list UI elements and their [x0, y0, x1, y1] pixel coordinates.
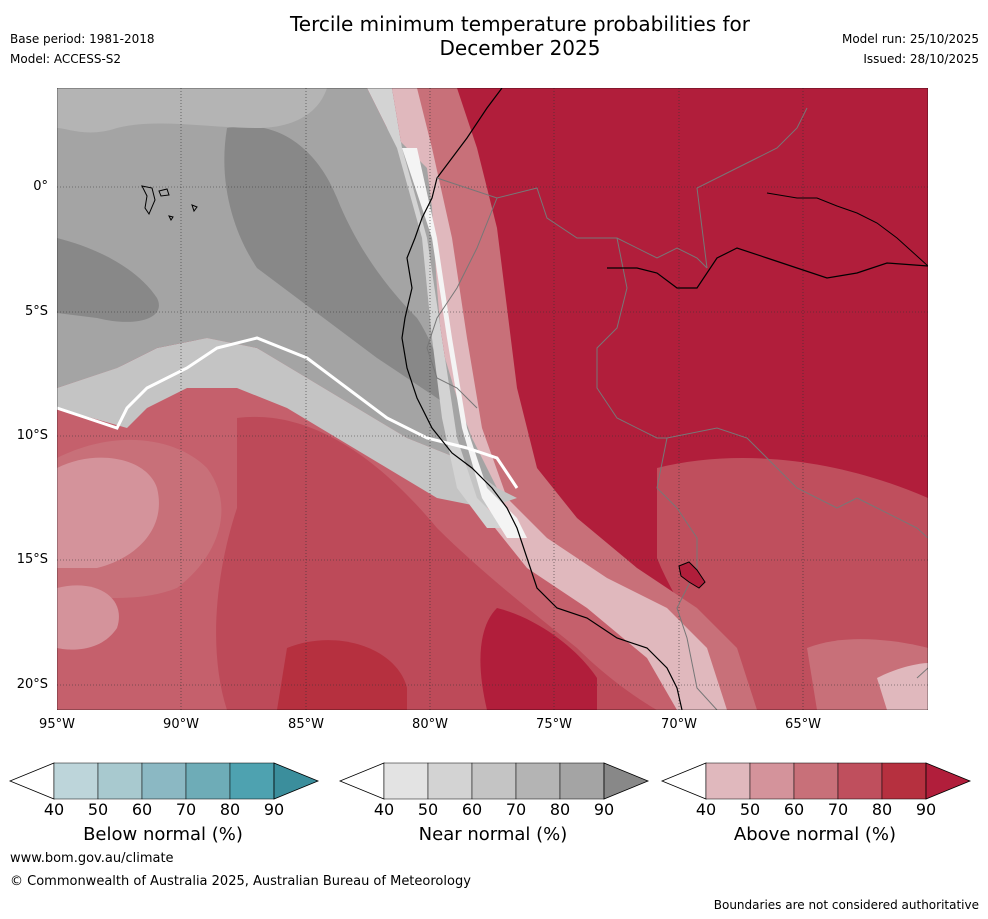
region-above-60-sw: [57, 585, 119, 650]
region-near-90-west: [57, 238, 159, 322]
colorbar-segment: [141, 762, 187, 800]
model-name: Model: ACCESS-S2: [10, 52, 122, 66]
lon-label-75w: 75°W: [536, 717, 572, 732]
colorbar-tick: 90: [915, 800, 937, 819]
region-above-south-light: [877, 663, 928, 710]
colorbars: [8, 762, 972, 800]
region-near-70: [57, 338, 517, 508]
lon-label-80w: 80°W: [412, 717, 448, 732]
colorbar-above-normal: [660, 762, 972, 800]
colorbar-tick: 40: [695, 800, 717, 819]
colorbar-segment: [383, 762, 429, 800]
probability-map: [57, 88, 928, 710]
title-line-2: December 2025: [439, 36, 601, 60]
colorbar-tick: 40: [43, 800, 65, 819]
model-run: Model run: 25/10/2025: [841, 32, 979, 46]
lat-label-20s: 20°S: [16, 677, 48, 692]
region-above-80-sw: [277, 640, 407, 710]
region-above-60-patch: [57, 457, 159, 568]
colorbar-tick: 70: [827, 800, 849, 819]
colorbar-extend-high: [925, 762, 972, 800]
colorbar-segment: [471, 762, 517, 800]
colorbar-segment: [515, 762, 561, 800]
meta-right: Model run: 25/10/2025 Issued: 28/10/2025: [842, 29, 979, 69]
lon-label-95w: 95°W: [39, 717, 75, 732]
region-near-normal: [57, 88, 497, 488]
lon-label-90w: 90°W: [163, 717, 199, 732]
colorbar-tick: 50: [87, 800, 109, 819]
lat-label-15s: 15°S: [16, 552, 48, 567]
colorbar-tick: 80: [219, 800, 241, 819]
colorbar-extend-high: [273, 762, 320, 800]
region-above-90-coast: [480, 608, 597, 710]
amazon-river: [607, 247, 928, 289]
colorbar-below-normal: [8, 762, 320, 800]
river-north: [766, 192, 928, 267]
meta-left: Base period: 1981-2018 Model: ACCESS-S2: [10, 29, 155, 69]
colorbar-tick: 50: [739, 800, 761, 819]
colorbar-tick: 80: [549, 800, 571, 819]
map-title: Tercile minimum temperature probabilitie…: [0, 12, 988, 60]
colorbar-segment: [749, 762, 795, 800]
colorbar-segment: [97, 762, 143, 800]
colorbar-segment: [229, 762, 275, 800]
lat-label-0: 0°: [33, 179, 48, 194]
colorbar-tick: 90: [593, 800, 615, 819]
country-borders: [426, 107, 928, 710]
issued-date: Issued: 28/10/2025: [863, 52, 979, 66]
colorbar-tick: 50: [417, 800, 439, 819]
colorbar-segment: [427, 762, 473, 800]
colorbar-segment: [185, 762, 231, 800]
colorbar-near-label: Near normal (%): [418, 824, 568, 845]
lake-titicaca: [678, 561, 706, 589]
colorbar-tick: 60: [461, 800, 483, 819]
lon-label-65w: 65°W: [785, 717, 821, 732]
lat-label-10s: 10°S: [16, 428, 48, 443]
base-period: Base period: 1981-2018: [10, 32, 155, 46]
colorbar-below-label: Below normal (%): [83, 824, 243, 845]
footer-copyright: © Commonwealth of Australia 2025, Austra…: [10, 874, 471, 889]
colorbar-extend-low: [338, 762, 385, 800]
colorbar-tick: 90: [263, 800, 285, 819]
colorbar-above-label: Above normal (%): [733, 824, 897, 845]
colorbar-tick: 60: [783, 800, 805, 819]
colorbar-segment: [837, 762, 883, 800]
colorbar-near-normal: [338, 762, 650, 800]
region-near-coast-white: [402, 148, 527, 538]
lon-label-85w: 85°W: [288, 717, 324, 732]
colorbar-tick: 70: [505, 800, 527, 819]
colorbar-tick: 60: [131, 800, 153, 819]
colorbar-extend-high: [603, 762, 650, 800]
coastline: [401, 88, 683, 710]
title-line-1: Tercile minimum temperature probabilitie…: [289, 12, 751, 36]
region-near-coast-light: [367, 88, 507, 528]
colorbar-extend-low: [660, 762, 707, 800]
footer-note: Boundaries are not considered authoritat…: [713, 898, 979, 912]
colorbar-segment: [559, 762, 605, 800]
colorbar-segment: [793, 762, 839, 800]
region-coastal-band-70: [412, 88, 757, 710]
colorbar-segment: [53, 762, 99, 800]
lon-label-70w: 70°W: [661, 717, 697, 732]
graticule: [57, 88, 928, 710]
footer-url[interactable]: www.bom.gov.au/climate: [10, 851, 174, 866]
colorbar-segment: [705, 762, 751, 800]
lat-label-5s: 5°S: [24, 304, 48, 319]
colorbar-segment: [881, 762, 927, 800]
region-near-80-north: [57, 88, 327, 133]
boundary-50-contour: [57, 336, 519, 489]
colorbar-tick: 70: [175, 800, 197, 819]
region-near-90: [224, 126, 452, 408]
colorbar-extend-low: [8, 762, 55, 800]
colorbar-tick: 40: [373, 800, 395, 819]
colorbar-tick: 80: [871, 800, 893, 819]
galapagos-islands: [141, 185, 198, 221]
